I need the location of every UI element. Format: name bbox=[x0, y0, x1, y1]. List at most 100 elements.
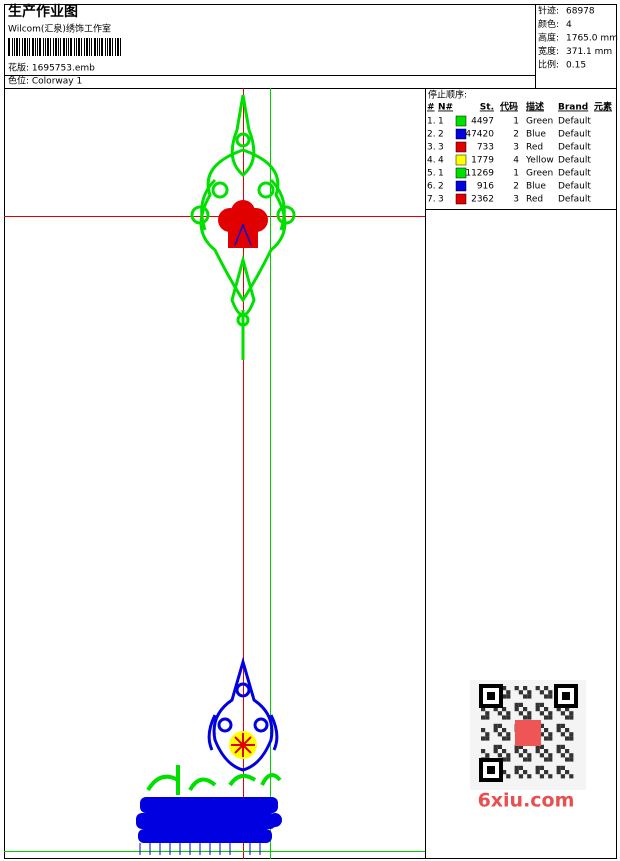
color-swatch bbox=[455, 180, 467, 192]
qr-cell bbox=[523, 757, 528, 762]
bar-stripe bbox=[120, 38, 121, 56]
qr-finder bbox=[487, 766, 495, 774]
row-num: 4. bbox=[427, 156, 436, 166]
qr-cell bbox=[535, 749, 540, 754]
bar-stripe bbox=[81, 38, 82, 56]
bar-stripe bbox=[53, 38, 54, 56]
qr-cell bbox=[539, 711, 544, 716]
qr-cell bbox=[548, 715, 553, 720]
bar-stripe bbox=[39, 38, 41, 56]
code: 1 bbox=[513, 169, 519, 179]
qr-cell bbox=[556, 723, 561, 728]
bar-stripe bbox=[105, 38, 106, 56]
qr-cell bbox=[485, 732, 490, 737]
stat-label: 比例: bbox=[538, 59, 559, 71]
color-swatch bbox=[455, 167, 467, 179]
row-num: 7. bbox=[427, 195, 436, 205]
qr-cell bbox=[544, 728, 549, 733]
qr-cell bbox=[560, 765, 565, 770]
qr-cell bbox=[485, 736, 490, 741]
qr-cell bbox=[569, 715, 574, 720]
bar-stripe bbox=[16, 38, 18, 56]
stat-value: 0.15 bbox=[566, 61, 586, 71]
row-n: 4 bbox=[438, 156, 444, 166]
qr-cell bbox=[527, 757, 532, 762]
bar-stripe bbox=[35, 38, 36, 56]
qr-cell bbox=[569, 736, 574, 741]
bar-stripe bbox=[47, 38, 49, 56]
brand: Default bbox=[558, 130, 591, 140]
qr-cell bbox=[514, 686, 519, 691]
qr-cell bbox=[518, 702, 523, 707]
stat-value: 371.1 mm bbox=[566, 47, 612, 57]
bar-stripe bbox=[43, 38, 44, 56]
stitches: 2362 bbox=[471, 195, 494, 205]
table-title: 停止顺序: bbox=[428, 89, 467, 101]
border bbox=[4, 4, 617, 859]
qr-cell bbox=[523, 749, 528, 754]
code: 3 bbox=[513, 143, 519, 153]
qr-cell bbox=[527, 690, 532, 695]
stitches: 11269 bbox=[465, 169, 494, 179]
bar-stripe bbox=[55, 38, 57, 56]
qr-cell bbox=[506, 774, 511, 779]
qr-cell bbox=[502, 715, 507, 720]
qr-cell bbox=[539, 744, 544, 749]
qr-cell bbox=[502, 707, 507, 712]
color-swatch bbox=[455, 154, 467, 166]
qr-cell bbox=[502, 757, 507, 762]
qr-cell bbox=[569, 774, 574, 779]
qr-cell bbox=[527, 774, 532, 779]
qr-cell bbox=[535, 770, 540, 775]
qr-cell bbox=[569, 732, 574, 737]
qr-cell bbox=[485, 753, 490, 758]
column-header: N# bbox=[438, 103, 453, 113]
description: Yellow bbox=[525, 156, 554, 166]
qr-cell bbox=[565, 728, 570, 733]
bar-stripe bbox=[45, 38, 46, 56]
stat-label: 宽度: bbox=[538, 45, 559, 57]
bar-stripe bbox=[50, 38, 51, 56]
qr-cell bbox=[481, 749, 486, 754]
bar-stripe bbox=[12, 38, 13, 56]
bar-stripe bbox=[37, 38, 38, 56]
file: 花版: 1695753.emb bbox=[8, 62, 95, 74]
row-n: 3 bbox=[438, 143, 444, 153]
qr-cell bbox=[535, 765, 540, 770]
bar-stripe bbox=[29, 38, 30, 56]
qr-cell bbox=[565, 770, 570, 775]
qr-cell bbox=[539, 702, 544, 707]
qr-cell bbox=[535, 707, 540, 712]
row-n: 2 bbox=[438, 182, 444, 192]
qr-cell bbox=[514, 744, 519, 749]
bar-stripe bbox=[86, 38, 88, 56]
qr-cell bbox=[523, 715, 528, 720]
qr-cell bbox=[523, 686, 528, 691]
bar-stripe bbox=[97, 38, 98, 56]
row-n: 1 bbox=[438, 117, 444, 127]
qr-cell bbox=[565, 757, 570, 762]
qr-cell bbox=[497, 723, 502, 728]
qr-cell bbox=[523, 770, 528, 775]
bar-stripe bbox=[8, 38, 10, 56]
code: 2 bbox=[513, 130, 519, 140]
qr-cell bbox=[539, 723, 544, 728]
qr-cell bbox=[502, 686, 507, 691]
qr-cell bbox=[560, 711, 565, 716]
qr-cell bbox=[497, 744, 502, 749]
qr-cell bbox=[548, 690, 553, 695]
qr-cell bbox=[527, 753, 532, 758]
stat-value: 4 bbox=[566, 20, 572, 30]
row-n: 2 bbox=[438, 130, 444, 140]
qr-cell bbox=[506, 757, 511, 762]
qr-cell bbox=[497, 753, 502, 758]
bar-stripe bbox=[109, 38, 111, 56]
qr-cell bbox=[506, 715, 511, 720]
qr-cell bbox=[548, 753, 553, 758]
qr-cell bbox=[544, 770, 549, 775]
qr-cell bbox=[544, 694, 549, 699]
column-header: St. bbox=[480, 103, 494, 113]
bar-stripe bbox=[84, 38, 85, 56]
description: Green bbox=[526, 169, 553, 179]
